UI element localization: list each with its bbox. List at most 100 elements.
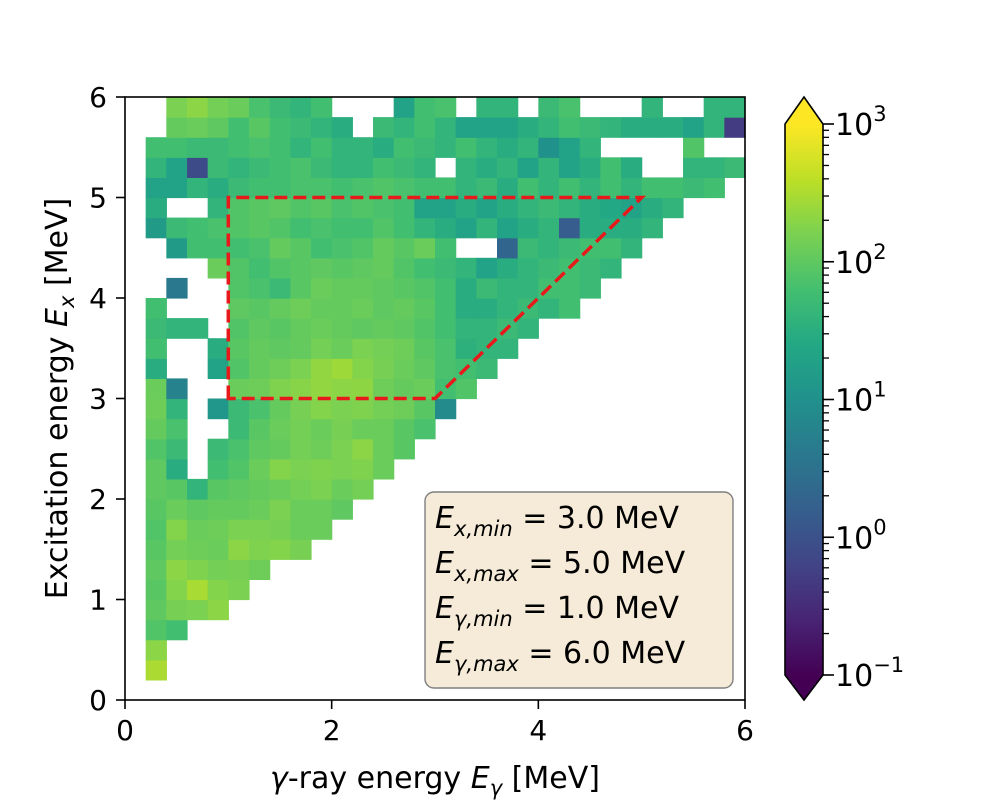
heatmap-cell	[393, 438, 415, 460]
heatmap-cell	[352, 358, 374, 379]
heatmap-cell	[435, 398, 457, 420]
heatmap-cell	[145, 438, 167, 460]
heatmap-cell	[393, 398, 415, 420]
heatmap-cell	[207, 499, 229, 520]
heatmap-cell	[311, 298, 333, 319]
heatmap-cell	[559, 217, 581, 239]
heatmap-cell	[683, 157, 705, 178]
heatmap-cell	[187, 217, 209, 239]
heatmap-cell	[249, 197, 271, 219]
heatmap-cell	[352, 217, 374, 239]
heatmap-cell	[166, 499, 188, 520]
heatmap-cell	[145, 559, 167, 580]
heatmap-cell	[538, 298, 560, 319]
heatmap-cell	[207, 398, 229, 420]
heatmap-cell	[311, 137, 333, 158]
colorbar-tick-label: 102	[835, 240, 887, 281]
heatmap-cell	[393, 137, 415, 158]
heatmap-cell	[538, 197, 560, 219]
heatmap-cell	[228, 277, 250, 299]
heatmap-cell	[166, 177, 188, 199]
heatmap-cell	[538, 257, 560, 279]
heatmap-cell	[455, 277, 477, 299]
heatmap-cell	[269, 338, 291, 359]
heatmap-cell	[166, 378, 188, 400]
selection-region	[226, 195, 647, 401]
heatmap-cell	[497, 237, 519, 259]
heatmap-cell	[228, 237, 250, 259]
heatmap-cells	[145, 97, 746, 681]
heatmap-cell	[393, 157, 415, 178]
heatmap-cell	[621, 177, 643, 199]
heatmap-cell	[414, 358, 436, 379]
heatmap-cell	[290, 277, 312, 299]
heatmap-cell	[269, 318, 291, 339]
heatmap-cell	[455, 338, 477, 359]
heatmap-cell	[373, 157, 395, 178]
heatmap-cell	[290, 257, 312, 279]
heatmap-cell	[373, 438, 395, 460]
heatmap-cell	[290, 197, 312, 219]
heatmap-cell	[455, 197, 477, 219]
x-tick-label: 2	[323, 714, 341, 747]
heatmap-cell	[393, 318, 415, 339]
x-tick-label: 4	[529, 714, 547, 747]
heatmap-cell	[331, 277, 353, 299]
heatmap-cell	[207, 137, 229, 158]
heatmap-cell	[373, 398, 395, 420]
heatmap-cell	[207, 338, 229, 359]
heatmap-cell	[352, 458, 374, 480]
heatmap-cell	[166, 619, 188, 641]
heatmap-cell	[724, 117, 746, 138]
heatmap-cell	[435, 237, 457, 259]
heatmap-cell	[145, 338, 167, 359]
heatmap-cell	[187, 559, 209, 580]
heatmap-cell	[373, 418, 395, 440]
heatmap-cell	[331, 398, 353, 420]
heatmap-cell	[455, 137, 477, 158]
heatmap-cell	[393, 177, 415, 199]
heatmap-cell	[600, 117, 622, 138]
heatmap-cell	[352, 157, 374, 178]
heatmap-cell	[207, 358, 229, 379]
heatmap-cell	[145, 599, 167, 621]
heatmap-cell	[476, 97, 498, 118]
heatmap-cell	[145, 639, 167, 661]
colorbar-tick-label: 10−1	[835, 653, 904, 694]
heatmap-cell	[290, 438, 312, 460]
heatmap-cell	[145, 378, 167, 400]
heatmap-cell	[600, 197, 622, 219]
heatmap-cell	[435, 97, 457, 118]
heatmap-cell	[393, 277, 415, 299]
heatmap-cell	[476, 257, 498, 279]
heatmap-cell	[145, 519, 167, 540]
heatmap-cell	[414, 318, 436, 339]
heatmap-cell	[290, 237, 312, 259]
colorbar-tick-label: 103	[835, 102, 887, 143]
heatmap-cell	[621, 157, 643, 178]
heatmap-cell	[166, 539, 188, 560]
heatmap-cell	[228, 499, 250, 520]
heatmap-cell	[311, 398, 333, 420]
heatmap-cell	[290, 217, 312, 239]
heatmap-cell	[249, 398, 271, 420]
heatmap-cell	[187, 539, 209, 560]
heatmap-cell	[517, 277, 539, 299]
heatmap-cell	[497, 97, 519, 118]
heatmap-cell	[393, 378, 415, 400]
heatmap-cell	[145, 197, 167, 219]
heatmap-cell	[517, 177, 539, 199]
heatmap-cell	[393, 298, 415, 319]
heatmap-cell	[641, 197, 663, 219]
heatmap-cell	[683, 177, 705, 199]
heatmap-cell	[373, 298, 395, 319]
heatmap-cell	[228, 539, 250, 560]
heatmap-cell	[476, 197, 498, 219]
heatmap-cell	[166, 418, 188, 440]
heatmap-cell	[352, 378, 374, 400]
heatmap-cell	[621, 117, 643, 138]
heatmap-cell	[311, 177, 333, 199]
heatmap-cell	[249, 97, 271, 118]
heatmap-cell	[269, 157, 291, 178]
heatmap-cell	[311, 237, 333, 259]
